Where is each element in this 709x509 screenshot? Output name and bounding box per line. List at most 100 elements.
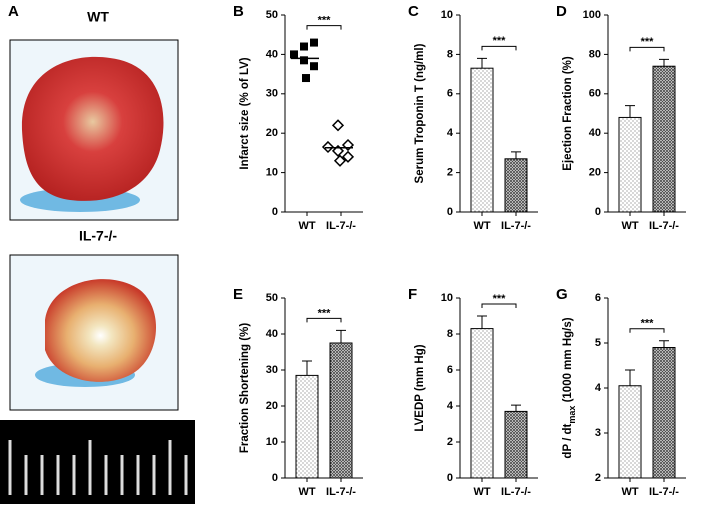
panel-letter: D: [556, 3, 567, 20]
x-tick-label: WT: [473, 220, 490, 232]
y-tick-label: 2: [595, 472, 601, 484]
y-axis-label: Infarct size (% of LV): [239, 57, 251, 169]
significance-label: ***: [641, 36, 655, 48]
error-bar: [625, 105, 635, 118]
y-axis-label-text: Infarct size (% of LV): [239, 57, 251, 169]
bar: [618, 116, 642, 213]
y-axis-label: Serum Troponin T (ng/ml): [414, 43, 426, 183]
significance-bracket: [629, 328, 665, 333]
image-label: IL-7-/-: [79, 228, 117, 244]
y-tick-label: 0: [272, 206, 278, 218]
x-tick-label: IL-7-/-: [649, 486, 679, 498]
x-tick-label: WT: [621, 486, 638, 498]
point: [310, 62, 318, 71]
y-tick-label: 40: [266, 328, 278, 340]
y-axis-label-text: Ejection Fraction (%): [562, 56, 574, 171]
panel-letter: B: [233, 3, 244, 20]
point: [300, 56, 308, 65]
error-bar: [336, 329, 346, 343]
significance-bracket: [481, 303, 517, 308]
panel-letter: G: [556, 286, 568, 303]
bar: [295, 374, 319, 479]
x-tick-label: WT: [473, 486, 490, 498]
y-tick-label: 100: [583, 9, 601, 21]
point: [290, 50, 298, 59]
y-tick-label: 5: [595, 337, 601, 349]
y-tick-label: 4: [447, 127, 454, 139]
y-tick-label: 80: [589, 48, 601, 60]
x-tick-label: IL-7-/-: [501, 486, 531, 498]
panel-letter: A: [8, 3, 19, 20]
y-tick-label: 6: [595, 292, 601, 304]
y-tick-label: 2: [447, 436, 453, 448]
point: [341, 150, 355, 163]
heart-slice: [21, 56, 164, 201]
y-axis-label-text: dP / dt: [562, 423, 574, 458]
point: [321, 140, 335, 154]
y-tick-label: 20: [589, 167, 601, 179]
y-tick-label: 2: [447, 167, 453, 179]
x-tick-label: IL-7-/-: [326, 486, 356, 498]
y-axis-label: dP / dtmax (1000 mm Hg/s): [562, 317, 577, 458]
bar: [504, 410, 528, 479]
y-tick-label: 0: [272, 472, 278, 484]
bar: [652, 65, 676, 213]
point: [300, 42, 308, 51]
y-axis-label: Ejection Fraction (%): [562, 56, 574, 171]
y-tick-label: 10: [441, 9, 453, 21]
y-tick-label: 4: [595, 382, 602, 394]
significance-label: ***: [318, 307, 332, 319]
panel-letter: E: [233, 286, 243, 303]
x-tick-label: IL-7-/-: [326, 220, 356, 232]
significance-bracket: [306, 317, 342, 323]
error-bar: [511, 404, 521, 412]
y-tick-label: 50: [266, 292, 278, 304]
y-axis-label-sub: max: [567, 406, 577, 424]
significance-bracket: [629, 46, 665, 52]
y-tick-label: 6: [447, 88, 453, 100]
y-tick-label: 0: [447, 472, 453, 484]
bar: [470, 67, 494, 213]
y-axis-label-text: LVEDP (mm Hg): [414, 344, 426, 431]
significance-bracket: [481, 45, 517, 51]
significance-label: ***: [493, 293, 507, 305]
x-tick-label: IL-7-/-: [649, 220, 679, 232]
panel-letter: F: [408, 286, 417, 303]
error-bar: [477, 57, 487, 69]
y-tick-label: 8: [447, 48, 453, 60]
point: [333, 154, 347, 167]
point: [302, 74, 310, 83]
image-label: WT: [87, 9, 109, 25]
significance-label: ***: [318, 14, 332, 26]
y-tick-label: 3: [595, 427, 601, 439]
x-tick-label: WT: [621, 220, 638, 232]
y-axis-label-text: Serum Troponin T (ng/ml): [414, 43, 426, 183]
y-tick-label: 6: [447, 364, 453, 376]
error-bar: [477, 315, 487, 329]
y-tick-label: 0: [447, 206, 453, 218]
error-bar: [659, 340, 669, 348]
bar: [470, 328, 494, 479]
x-tick-label: WT: [298, 486, 315, 498]
y-tick-label: 40: [589, 127, 601, 139]
y-tick-label: 10: [266, 436, 278, 448]
x-tick-label: WT: [298, 220, 315, 232]
significance-label: ***: [641, 318, 655, 330]
y-tick-label: 30: [266, 88, 278, 100]
y-tick-label: 8: [447, 328, 453, 340]
panel-letter: C: [408, 3, 419, 20]
y-axis-label: LVEDP (mm Hg): [414, 344, 426, 431]
error-bar: [302, 360, 312, 376]
heart-slice: [45, 279, 157, 382]
y-tick-label: 10: [266, 167, 278, 179]
x-tick-label: IL-7-/-: [501, 220, 531, 232]
y-tick-label: 50: [266, 9, 278, 21]
panel-a: A WT IL-7-/-: [0, 3, 195, 504]
bar: [504, 158, 528, 213]
y-axis-label: Fraction Shortening (%): [239, 323, 251, 454]
point: [331, 119, 345, 132]
ruler-ticks: [8, 440, 188, 495]
y-axis-label-end: (1000 mm Hg/s): [562, 317, 574, 405]
ruler: [0, 420, 195, 504]
